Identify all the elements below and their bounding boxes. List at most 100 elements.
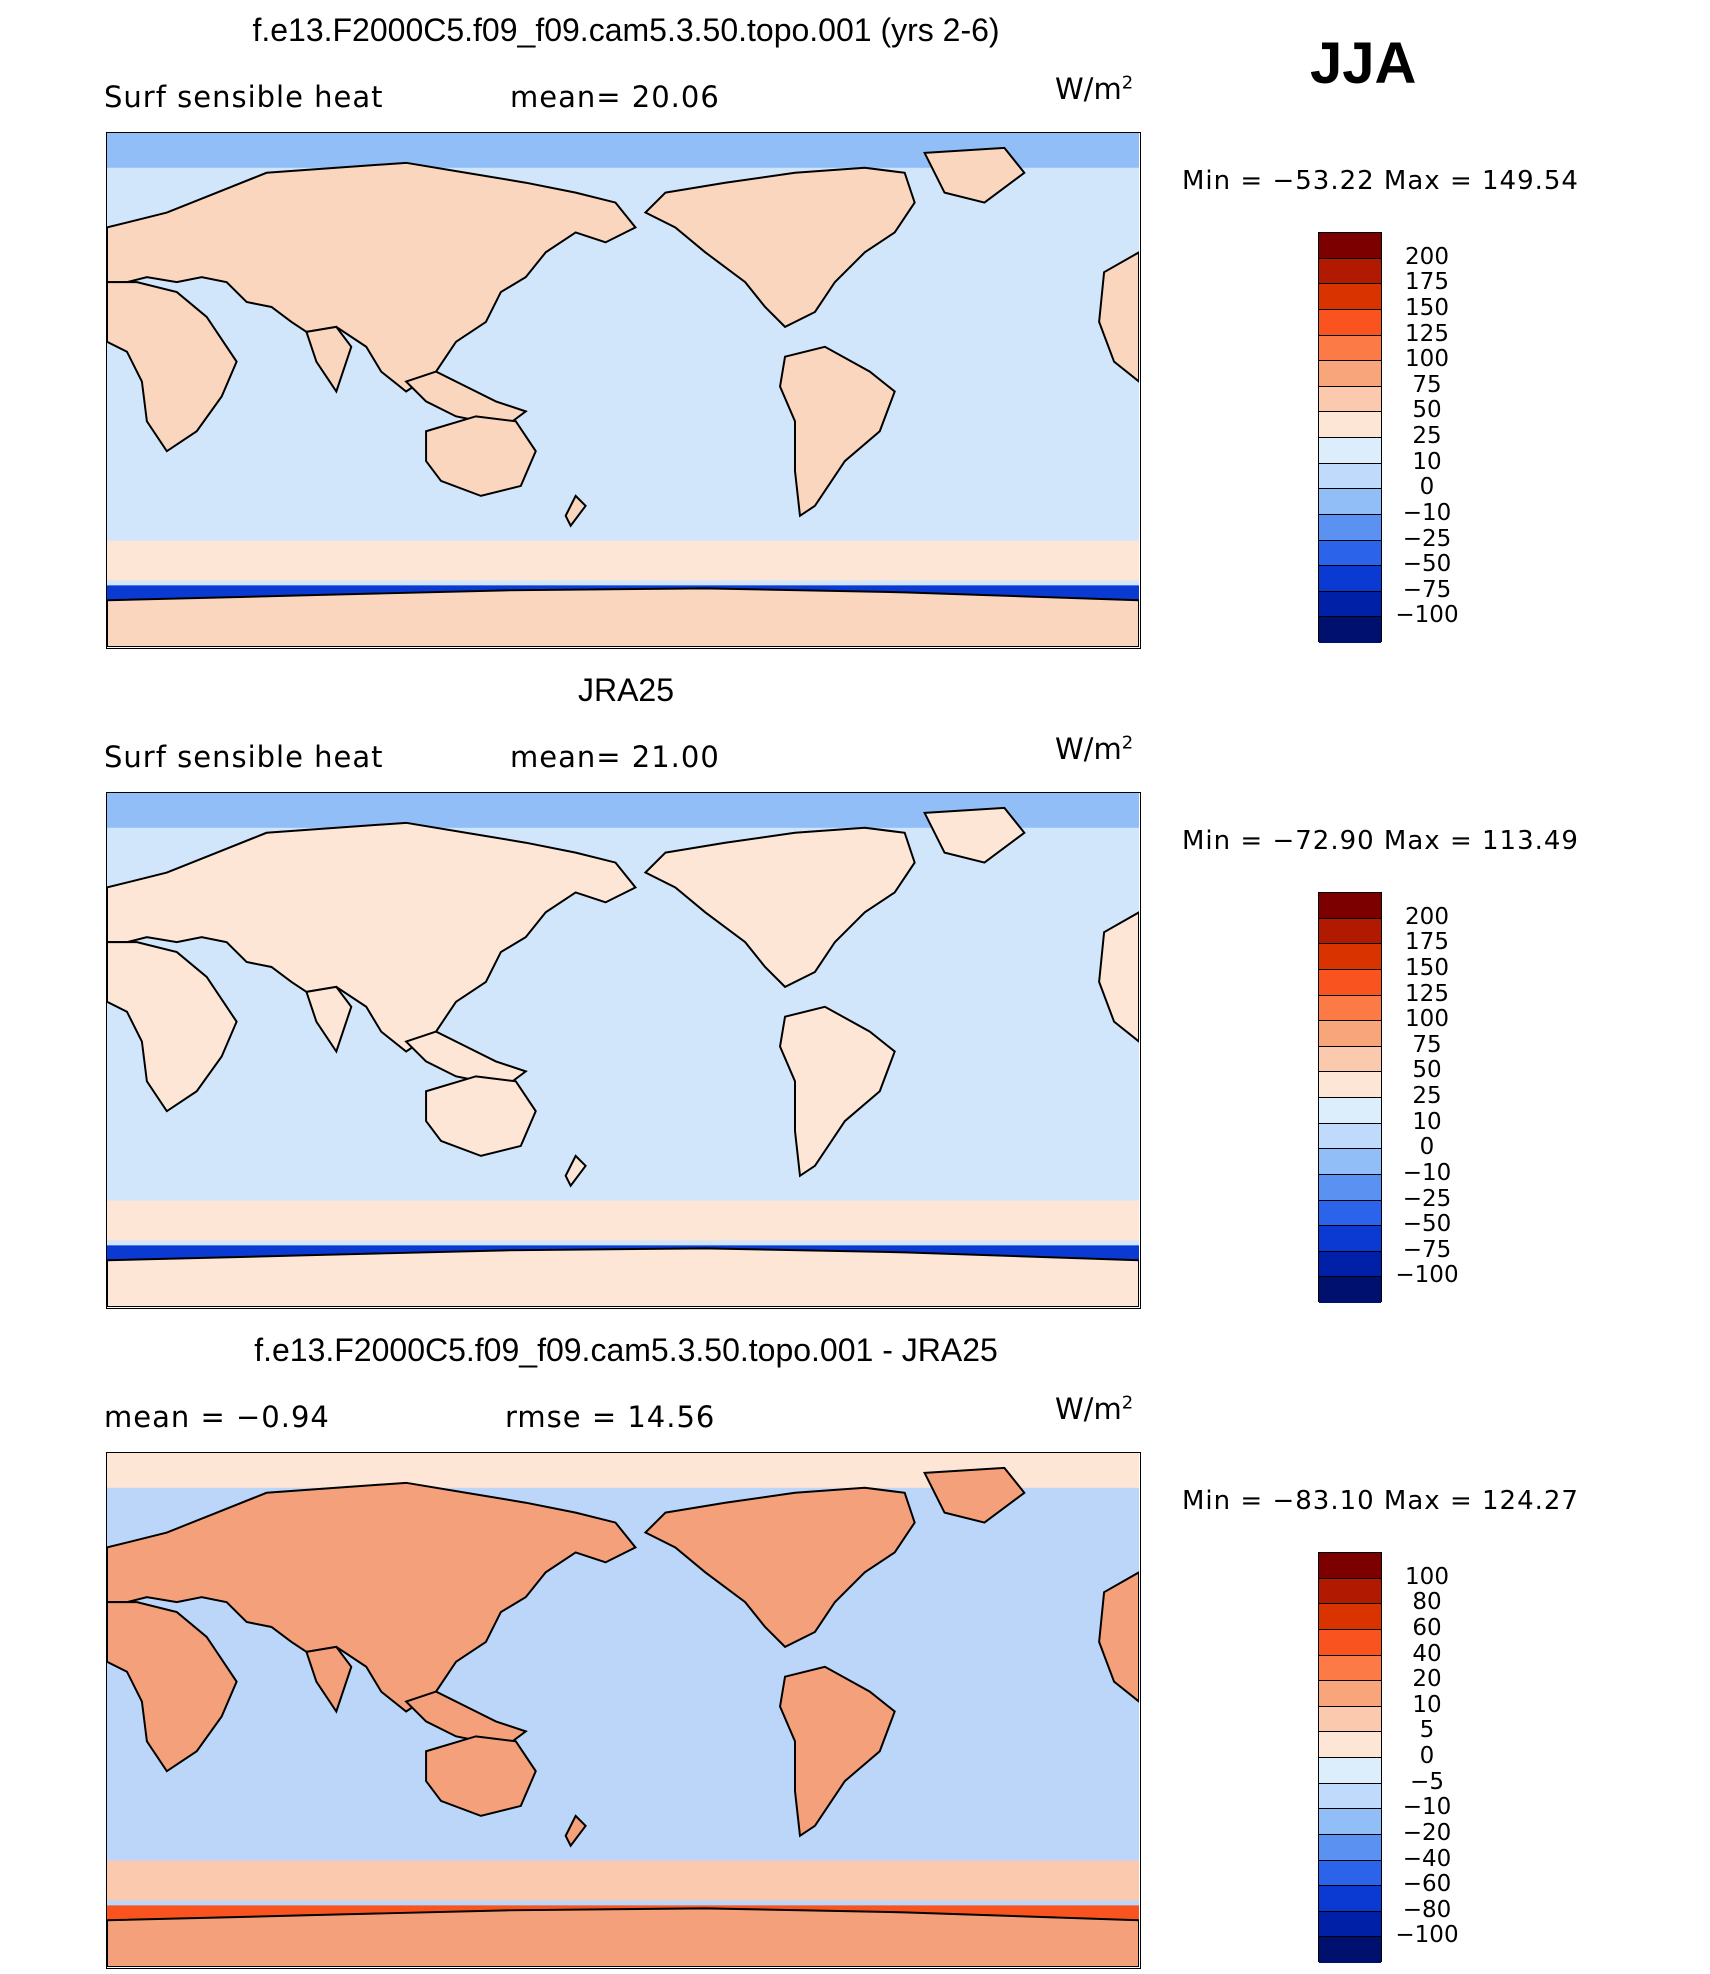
colorbar	[1318, 892, 1382, 1303]
colorbar-swatch	[1319, 1578, 1381, 1605]
colorbar-tick-label: −5	[1410, 1768, 1444, 1795]
colorbar-tick-label: 20	[1412, 1666, 1442, 1693]
colorbar-tick-label: 75	[1412, 1031, 1442, 1058]
panel-title: f.e13.F2000C5.f09_f09.cam5.3.50.topo.001…	[254, 1332, 998, 1368]
colorbar-tick-label: 10	[1412, 1691, 1442, 1718]
colorbar-swatch	[1319, 233, 1381, 259]
map-svg	[107, 1453, 1139, 1967]
colorbar-tick-label: 175	[1405, 269, 1449, 296]
units-label: W/m2	[1055, 732, 1133, 766]
colorbar-swatch	[1319, 1046, 1381, 1073]
colorbar-swatch	[1319, 1149, 1381, 1175]
colorbar-swatch	[1319, 1123, 1381, 1150]
colorbar	[1318, 232, 1382, 643]
panel-mid-text: mean= 20.06	[510, 80, 720, 114]
panel-left-text: Surf sensible heat	[104, 80, 384, 114]
colorbar-swatch	[1319, 1937, 1381, 1963]
colorbar-tick-label: 100	[1405, 1006, 1449, 1033]
colorbar-swatch	[1319, 1834, 1381, 1861]
colorbar-tick-label: −40	[1402, 1845, 1452, 1872]
colorbar-tick-label: 25	[1412, 423, 1442, 449]
colorbar-swatch	[1319, 1226, 1381, 1252]
colorbar-swatch	[1319, 309, 1381, 336]
map-svg	[107, 793, 1139, 1307]
colorbar-tick-label: 25	[1412, 1083, 1442, 1109]
colorbar-tick-label: −80	[1402, 1896, 1452, 1923]
min-max-label: Min = −83.10 Max = 124.27	[1182, 1486, 1579, 1516]
colorbar-tick-label: −50	[1402, 1211, 1452, 1238]
world-map	[106, 792, 1141, 1309]
colorbar-swatch	[1319, 1706, 1381, 1733]
colorbar-tick-label: −50	[1402, 551, 1452, 578]
colorbar-tick-label: 60	[1412, 1614, 1442, 1641]
panel-title: f.e13.F2000C5.f09_f09.cam5.3.50.topo.001…	[252, 12, 1000, 48]
colorbar-swatch	[1319, 1783, 1381, 1810]
colorbar-swatch	[1319, 1200, 1381, 1227]
colorbar-tick-label: −25	[1402, 1185, 1452, 1212]
colorbar-tick-label: 80	[1412, 1589, 1442, 1616]
colorbar-swatch	[1319, 1251, 1381, 1278]
panel-left-text: Surf sensible heat	[104, 740, 384, 774]
colorbar-swatch	[1319, 1277, 1381, 1303]
colorbar-tick-label: 10	[1412, 1108, 1442, 1135]
world-map	[106, 132, 1141, 649]
colorbar-tick-label: 150	[1405, 954, 1449, 981]
colorbar-tick-label: 125	[1405, 320, 1449, 347]
colorbar-swatch	[1319, 566, 1381, 592]
colorbar-tick-label: 50	[1412, 397, 1442, 424]
colorbar-tick-label: 100	[1405, 346, 1449, 373]
colorbar-swatch	[1319, 969, 1381, 996]
colorbar-swatch	[1319, 893, 1381, 919]
colorbar-swatch	[1319, 995, 1381, 1022]
colorbar-swatch	[1319, 1911, 1381, 1938]
colorbar-tick-label: −10	[1402, 1794, 1452, 1821]
colorbar-tick-label: 175	[1405, 929, 1449, 956]
colorbar-swatch	[1319, 412, 1381, 438]
map-svg	[107, 133, 1139, 647]
colorbar-tick-label: 75	[1412, 371, 1442, 398]
colorbar-swatch	[1319, 463, 1381, 490]
colorbar-swatch	[1319, 1021, 1381, 1047]
colorbar-tick-label: −10	[1402, 499, 1452, 526]
colorbar-tick-label: −75	[1402, 1236, 1452, 1263]
colorbar-swatch	[1319, 1809, 1381, 1835]
units-label: W/m2	[1055, 1392, 1133, 1426]
colorbar-tick-label: −10	[1402, 1159, 1452, 1186]
colorbar-swatch	[1319, 1886, 1381, 1912]
colorbar-swatch	[1319, 918, 1381, 945]
colorbar-tick-label: 100	[1405, 1563, 1449, 1590]
colorbar-tick-label: −100	[1395, 602, 1459, 629]
colorbar-tick-label: −20	[1402, 1819, 1452, 1846]
colorbar-swatch	[1319, 1681, 1381, 1707]
colorbar-tick-label: 10	[1412, 448, 1442, 475]
southern-ocean-band	[107, 540, 1139, 581]
world-map	[106, 1452, 1141, 1969]
colorbar-swatch	[1319, 258, 1381, 285]
colorbar-swatch	[1319, 1732, 1381, 1758]
colorbar-swatch	[1319, 386, 1381, 413]
colorbar-swatch	[1319, 284, 1381, 310]
colorbar	[1318, 1552, 1382, 1963]
units-label: W/m2	[1055, 72, 1133, 106]
colorbar-tick-label: 50	[1412, 1057, 1442, 1084]
colorbar-swatch	[1319, 361, 1381, 387]
colorbar-tick-label: 0	[1419, 1743, 1435, 1769]
colorbar-swatch	[1319, 489, 1381, 515]
colorbar-tick-label: 0	[1419, 474, 1435, 501]
units-exponent: 2	[1121, 72, 1134, 94]
units-exponent: 2	[1121, 732, 1134, 754]
units-exponent: 2	[1121, 1392, 1134, 1414]
colorbar-swatch	[1319, 1553, 1381, 1579]
panel-left-text: mean = −0.94	[104, 1400, 330, 1434]
colorbar-swatch	[1319, 335, 1381, 362]
colorbar-swatch	[1319, 944, 1381, 970]
units-base: W/m	[1055, 732, 1122, 766]
colorbar-swatch	[1319, 1629, 1381, 1656]
colorbar-tick-label: −25	[1402, 525, 1452, 552]
colorbar-tick-label: 200	[1405, 903, 1449, 930]
colorbar-tick-label: 125	[1405, 980, 1449, 1007]
colorbar-tick-label: −60	[1402, 1871, 1452, 1898]
colorbar-swatch	[1319, 591, 1381, 618]
colorbar-swatch	[1319, 438, 1381, 464]
colorbar-swatch	[1319, 540, 1381, 567]
